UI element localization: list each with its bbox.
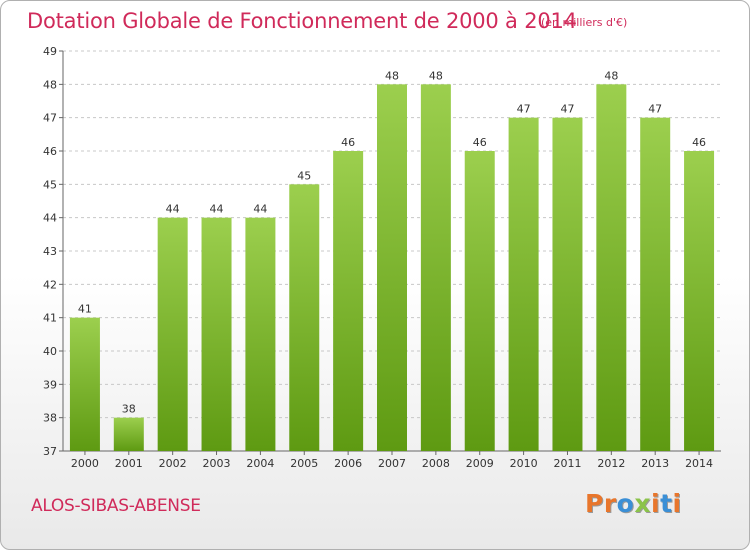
value-label-2000: 41 <box>78 303 92 316</box>
chart-title: Dotation Globale de Fonctionnement de 20… <box>27 9 577 33</box>
value-label-2008: 48 <box>429 69 443 82</box>
bar-2000 <box>69 317 100 451</box>
y-tick-label: 38 <box>43 412 57 425</box>
x-tick-label-2004: 2004 <box>246 457 274 470</box>
bar-2011 <box>552 117 583 452</box>
y-tick-label: 37 <box>43 445 57 458</box>
value-label-2010: 47 <box>517 103 531 116</box>
x-tick-label-2011: 2011 <box>553 457 581 470</box>
value-label-2002: 44 <box>166 203 180 216</box>
value-label-2009: 46 <box>473 136 487 149</box>
y-tick-label: 39 <box>43 378 57 391</box>
x-tick-label-2006: 2006 <box>334 457 362 470</box>
bars <box>69 84 715 452</box>
y-tick-label: 44 <box>43 212 57 225</box>
labels: 41 2000 38 2001 44 2002 44 2003 44 2004 45 2005 46 20… <box>71 69 713 470</box>
bar-2006 <box>333 151 364 451</box>
bar-2013 <box>640 117 671 452</box>
x-tick-label-2001: 2001 <box>115 457 143 470</box>
x-tick-label-2000: 2000 <box>71 457 99 470</box>
bar-2004 <box>245 217 276 451</box>
value-label-2004: 44 <box>253 203 267 216</box>
logo-letter: i <box>672 489 682 518</box>
bar-2005 <box>289 184 320 452</box>
x-tick-label-2003: 2003 <box>203 457 231 470</box>
value-label-2001: 38 <box>122 403 136 416</box>
x-tick-label-2012: 2012 <box>597 457 625 470</box>
bar-2008 <box>420 84 451 451</box>
x-tick-label-2014: 2014 <box>685 457 713 470</box>
logo-letter: x <box>634 489 651 518</box>
bar-2002 <box>157 217 188 451</box>
logo-letter: o <box>616 489 635 518</box>
value-label-2011: 47 <box>560 103 574 116</box>
logo-letter: i <box>651 489 661 518</box>
y-tick-label: 48 <box>43 78 57 91</box>
y-tick-label: 47 <box>43 112 57 125</box>
x-tick-label-2002: 2002 <box>159 457 187 470</box>
x-tick-label-2013: 2013 <box>641 457 669 470</box>
bar-2001 <box>113 417 144 451</box>
value-label-2006: 46 <box>341 136 355 149</box>
x-tick-label-2008: 2008 <box>422 457 450 470</box>
commune-name: ALOS-SIBAS-ABENSE <box>31 496 201 516</box>
y-tick-label: 43 <box>43 245 57 258</box>
logo-letter: r <box>603 489 617 518</box>
bar-2003 <box>201 217 232 451</box>
value-label-2012: 48 <box>604 69 618 82</box>
x-tick-label-2010: 2010 <box>510 457 538 470</box>
value-label-2014: 46 <box>692 136 706 149</box>
value-label-2003: 44 <box>210 203 224 216</box>
proxiti-logo[interactable]: Proxiti <box>585 489 682 518</box>
bar-2009 <box>464 151 495 451</box>
x-tick-label-2005: 2005 <box>290 457 318 470</box>
bar-2012 <box>596 84 627 451</box>
y-tick-label: 42 <box>43 278 57 291</box>
value-label-2013: 47 <box>648 103 662 116</box>
bar-2014 <box>684 151 715 451</box>
y-tick-label: 49 <box>43 45 57 58</box>
y-tick-label: 46 <box>43 145 57 158</box>
y-tick-label: 40 <box>43 345 57 358</box>
x-tick-label-2007: 2007 <box>378 457 406 470</box>
y-tick-label: 41 <box>43 312 57 325</box>
bar-2007 <box>377 84 407 451</box>
value-label-2005: 45 <box>297 169 311 182</box>
y-tick-label: 45 <box>43 178 57 191</box>
value-label-2007: 48 <box>385 69 399 82</box>
logo-letter: P <box>585 489 604 518</box>
x-tick-label-2009: 2009 <box>466 457 494 470</box>
chart-subtitle: (en milliers d'€) <box>541 16 628 29</box>
logo-letter: t <box>660 489 673 518</box>
bar-2010 <box>508 117 539 452</box>
